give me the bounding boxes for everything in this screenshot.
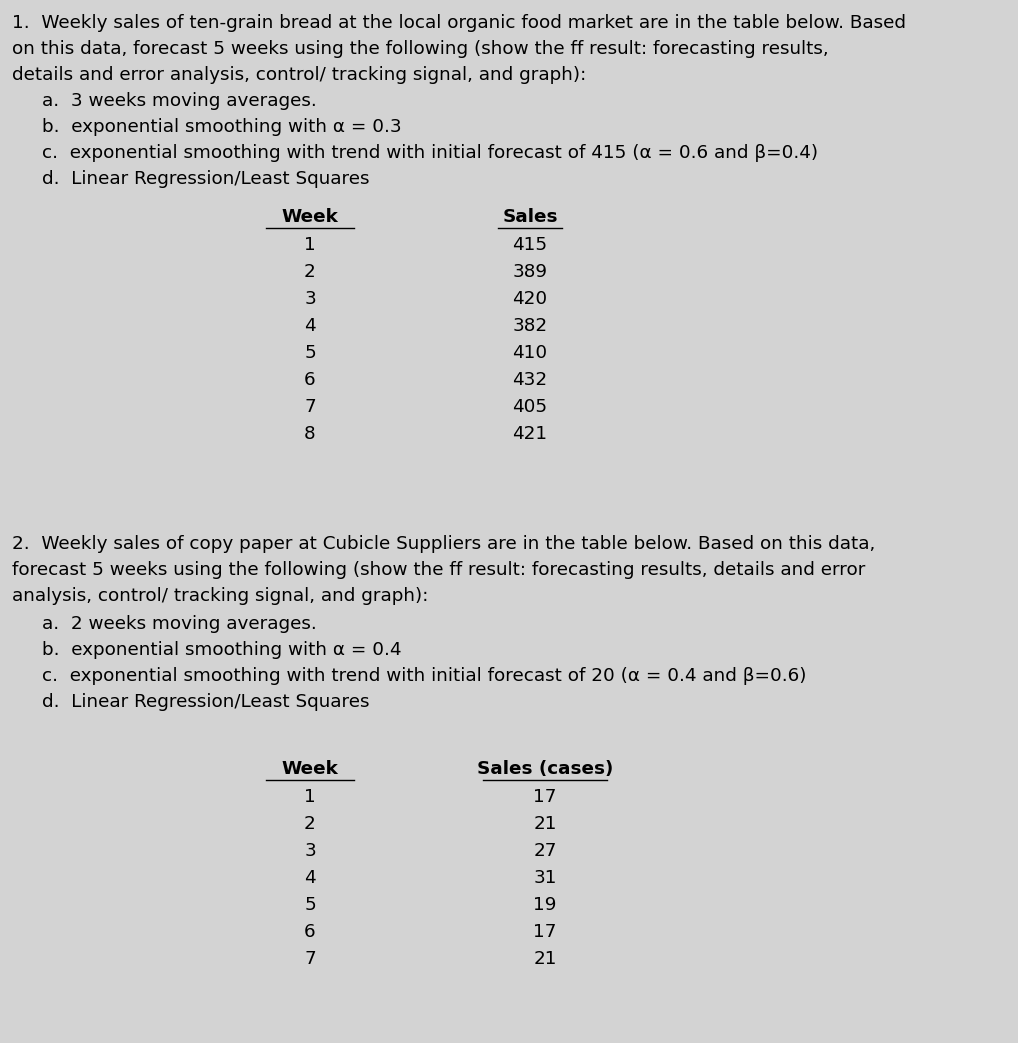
Text: 2: 2 <box>304 263 316 281</box>
Text: on this data, forecast 5 weeks using the following (show the ff result: forecast: on this data, forecast 5 weeks using the… <box>12 40 829 58</box>
Text: 432: 432 <box>512 371 548 389</box>
Text: 421: 421 <box>512 425 548 443</box>
Text: a.  3 weeks moving averages.: a. 3 weeks moving averages. <box>42 92 317 110</box>
Text: 5: 5 <box>304 344 316 362</box>
Text: 4: 4 <box>304 317 316 335</box>
Text: 21: 21 <box>533 815 557 833</box>
Text: Week: Week <box>282 208 338 226</box>
Text: d.  Linear Regression/Least Squares: d. Linear Regression/Least Squares <box>42 170 370 188</box>
Text: 382: 382 <box>512 317 548 335</box>
Text: 7: 7 <box>304 398 316 416</box>
Text: a.  2 weeks moving averages.: a. 2 weeks moving averages. <box>42 615 317 633</box>
Text: 31: 31 <box>533 869 557 887</box>
Text: Sales (cases): Sales (cases) <box>476 760 613 778</box>
Text: 1: 1 <box>304 789 316 806</box>
Text: 389: 389 <box>512 263 548 281</box>
Text: b.  exponential smoothing with α = 0.4: b. exponential smoothing with α = 0.4 <box>42 641 401 659</box>
Text: 415: 415 <box>512 236 548 254</box>
Text: 6: 6 <box>304 371 316 389</box>
Text: Week: Week <box>282 760 338 778</box>
Text: details and error analysis, control/ tracking signal, and graph):: details and error analysis, control/ tra… <box>12 66 586 84</box>
Text: 405: 405 <box>512 398 548 416</box>
Text: 8: 8 <box>304 425 316 443</box>
Text: 2: 2 <box>304 815 316 833</box>
Text: 17: 17 <box>533 923 557 941</box>
Text: 21: 21 <box>533 950 557 968</box>
Text: 4: 4 <box>304 869 316 887</box>
Text: 410: 410 <box>512 344 548 362</box>
Text: 6: 6 <box>304 923 316 941</box>
Text: 5: 5 <box>304 896 316 914</box>
Text: 7: 7 <box>304 950 316 968</box>
Text: 1.  Weekly sales of ten-grain bread at the local organic food market are in the : 1. Weekly sales of ten-grain bread at th… <box>12 14 906 32</box>
Text: 27: 27 <box>533 842 557 860</box>
Text: 19: 19 <box>533 896 557 914</box>
Text: 1: 1 <box>304 236 316 254</box>
Text: b.  exponential smoothing with α = 0.3: b. exponential smoothing with α = 0.3 <box>42 118 402 136</box>
Text: d.  Linear Regression/Least Squares: d. Linear Regression/Least Squares <box>42 693 370 711</box>
Text: forecast 5 weeks using the following (show the ff result: forecasting results, d: forecast 5 weeks using the following (sh… <box>12 561 865 579</box>
Text: 3: 3 <box>304 290 316 308</box>
Text: analysis, control/ tracking signal, and graph):: analysis, control/ tracking signal, and … <box>12 587 429 605</box>
Text: 17: 17 <box>533 789 557 806</box>
Text: 2.  Weekly sales of copy paper at Cubicle Suppliers are in the table below. Base: 2. Weekly sales of copy paper at Cubicle… <box>12 535 875 553</box>
Text: 3: 3 <box>304 842 316 860</box>
Text: 420: 420 <box>512 290 548 308</box>
Text: Sales: Sales <box>502 208 558 226</box>
Text: c.  exponential smoothing with trend with initial forecast of 415 (α = 0.6 and β: c. exponential smoothing with trend with… <box>42 144 818 162</box>
Text: c.  exponential smoothing with trend with initial forecast of 20 (α = 0.4 and β=: c. exponential smoothing with trend with… <box>42 668 806 685</box>
